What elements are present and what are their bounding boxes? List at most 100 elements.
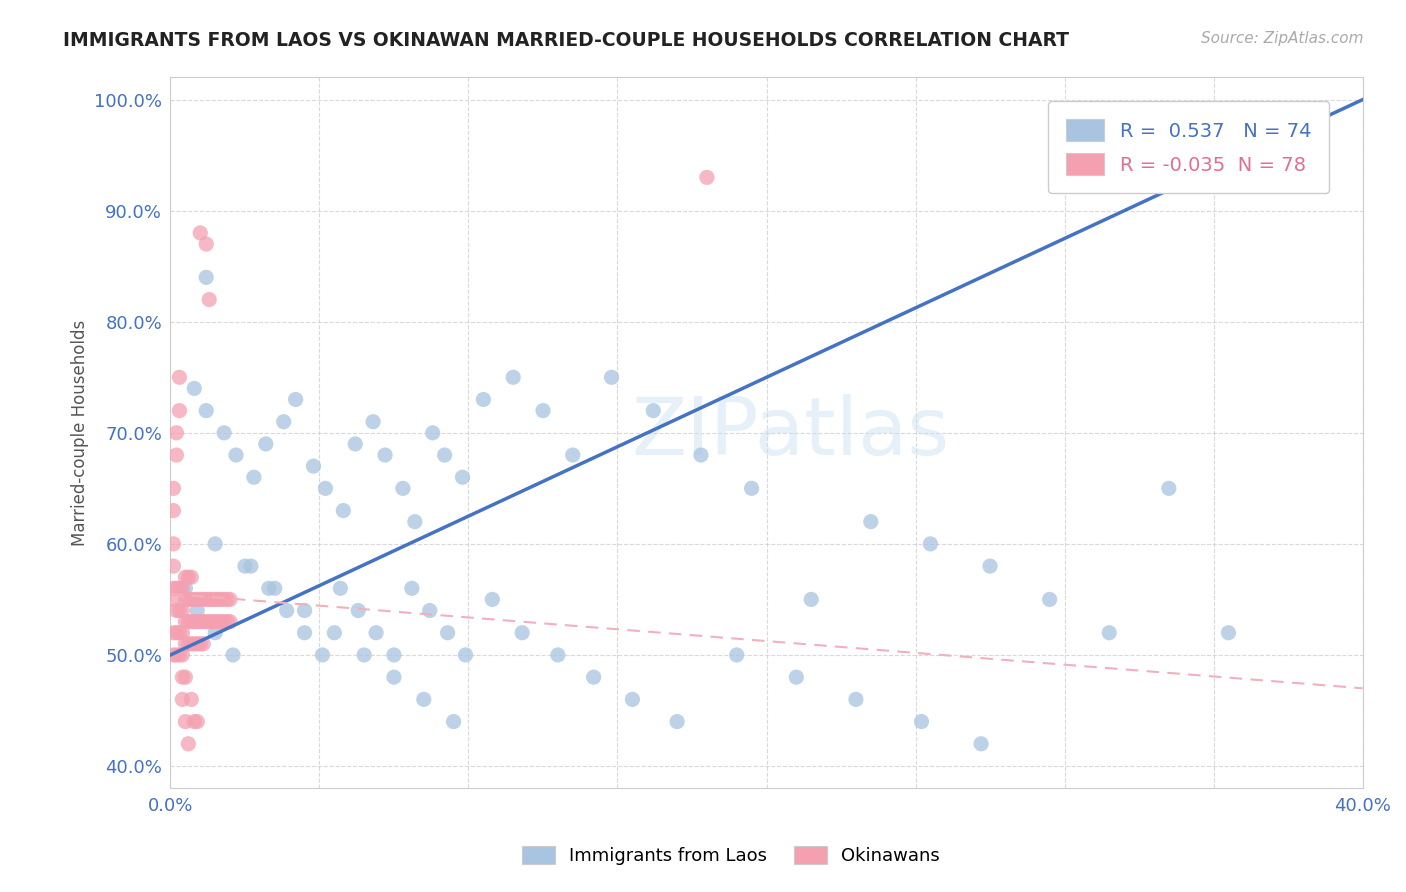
- Point: [382, 670, 405, 684]
- Point: [183, 637, 205, 651]
- Point: [212, 615, 235, 629]
- Y-axis label: Married-couple Households: Married-couple Households: [72, 319, 89, 546]
- Point: [422, 425, 444, 440]
- Point: [1202, 103, 1225, 118]
- Point: [204, 615, 226, 629]
- Point: [204, 537, 226, 551]
- Point: [643, 403, 665, 417]
- Point: [183, 592, 205, 607]
- Point: [531, 403, 554, 417]
- Point: [436, 625, 458, 640]
- Point: [451, 470, 474, 484]
- Point: [195, 237, 218, 252]
- Point: [169, 648, 191, 662]
- Point: [1098, 625, 1121, 640]
- Point: [741, 481, 763, 495]
- Point: [276, 603, 298, 617]
- Point: [219, 615, 242, 629]
- Point: [180, 615, 202, 629]
- Point: [180, 692, 202, 706]
- Point: [392, 481, 415, 495]
- Point: [195, 615, 218, 629]
- Point: [183, 381, 205, 395]
- Point: [472, 392, 495, 407]
- Point: [188, 615, 211, 629]
- Point: [174, 582, 197, 596]
- Point: [198, 293, 221, 307]
- Point: [725, 648, 748, 662]
- Point: [204, 592, 226, 607]
- Point: [364, 625, 387, 640]
- Point: [183, 714, 205, 729]
- Point: [582, 670, 605, 684]
- Point: [443, 714, 465, 729]
- Point: [1039, 592, 1062, 607]
- Point: [177, 570, 200, 584]
- Point: [193, 592, 215, 607]
- Point: [169, 370, 191, 384]
- Point: [382, 648, 405, 662]
- Point: [1157, 481, 1180, 495]
- Point: [361, 415, 384, 429]
- Point: [696, 170, 718, 185]
- Point: [233, 559, 256, 574]
- Point: [225, 448, 247, 462]
- Point: [195, 270, 218, 285]
- Point: [165, 448, 187, 462]
- Point: [174, 615, 197, 629]
- Point: [329, 582, 352, 596]
- Point: [311, 648, 333, 662]
- Point: [188, 637, 211, 651]
- Point: [332, 503, 354, 517]
- Point: [165, 625, 187, 640]
- Point: [920, 537, 942, 551]
- Point: [970, 737, 993, 751]
- Point: [180, 570, 202, 584]
- Point: [785, 670, 807, 684]
- Point: [800, 592, 823, 607]
- Point: [177, 637, 200, 651]
- Point: [162, 503, 184, 517]
- Point: [174, 570, 197, 584]
- Point: [172, 670, 194, 684]
- Point: [162, 592, 184, 607]
- Point: [193, 615, 215, 629]
- Point: [172, 692, 194, 706]
- Point: [177, 737, 200, 751]
- Point: [294, 625, 316, 640]
- Point: [195, 403, 218, 417]
- Point: [302, 459, 325, 474]
- Point: [314, 481, 336, 495]
- Point: [1218, 625, 1240, 640]
- Point: [243, 470, 266, 484]
- Point: [323, 625, 346, 640]
- Point: [165, 648, 187, 662]
- Point: [207, 615, 229, 629]
- Point: [180, 637, 202, 651]
- Point: [212, 592, 235, 607]
- Point: [273, 415, 295, 429]
- Point: [162, 582, 184, 596]
- Point: [412, 692, 434, 706]
- Point: [454, 648, 477, 662]
- Point: [263, 582, 285, 596]
- Point: [169, 403, 191, 417]
- Point: [979, 559, 1001, 574]
- Point: [165, 425, 187, 440]
- Point: [174, 714, 197, 729]
- Point: [201, 592, 224, 607]
- Point: [344, 437, 367, 451]
- Point: [204, 625, 226, 640]
- Point: [401, 582, 423, 596]
- Point: [209, 592, 232, 607]
- Point: [217, 592, 239, 607]
- Point: [222, 648, 245, 662]
- Point: [186, 615, 208, 629]
- Point: [188, 226, 211, 240]
- Point: [207, 592, 229, 607]
- Point: [419, 603, 441, 617]
- Point: [195, 592, 218, 607]
- Point: [198, 615, 221, 629]
- Point: [186, 603, 208, 617]
- Point: [172, 625, 194, 640]
